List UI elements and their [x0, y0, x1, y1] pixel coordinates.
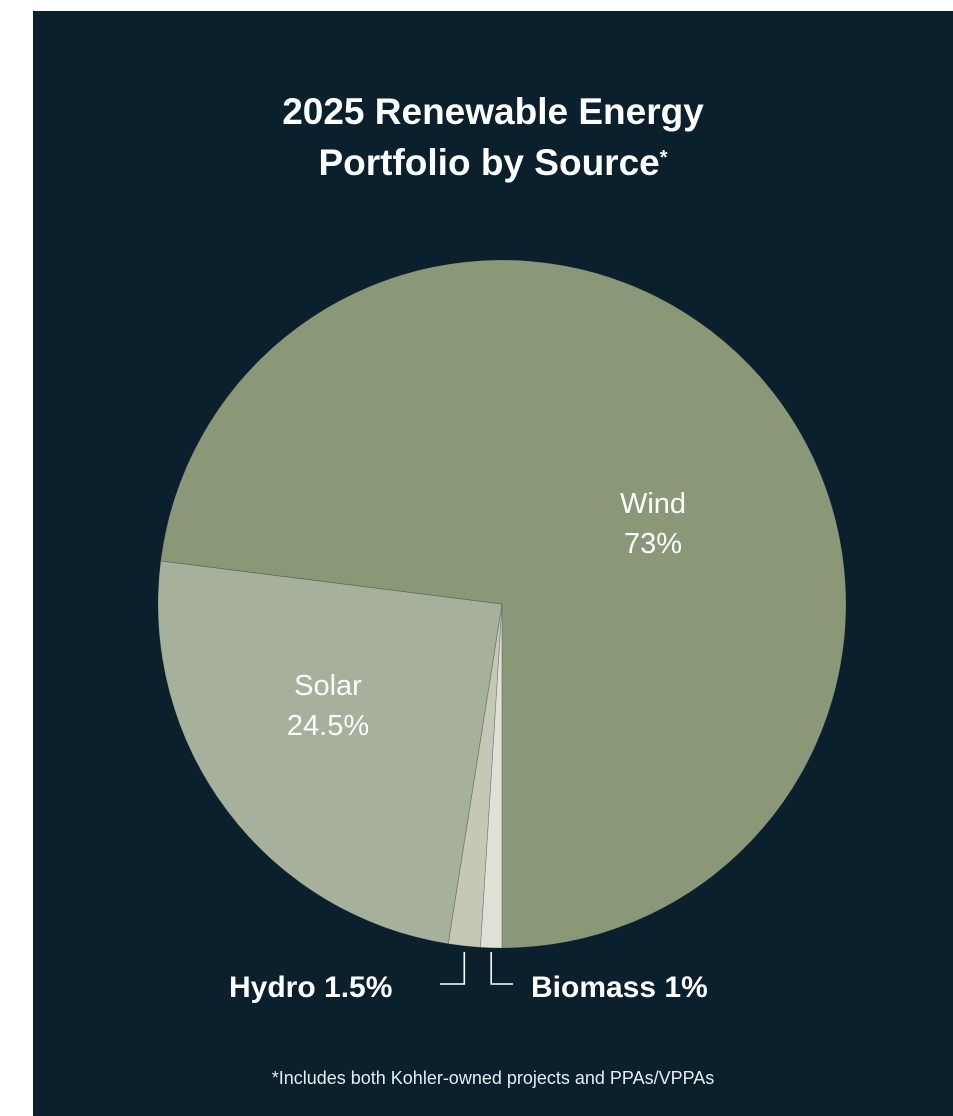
solar-label-value: 24.5%: [286, 710, 370, 742]
chart-title-line-2-text: Portfolio by Source: [318, 142, 660, 183]
wind-label-value: 73%: [623, 528, 683, 560]
pie-slice-solar: [157, 560, 503, 945]
biomass-callout-label: Biomass 1%: [531, 971, 708, 1004]
pie-slice-wind: [160, 259, 847, 949]
solar-slice-label: Solar 24.5%: [228, 666, 428, 746]
hydro-leader-line: [440, 952, 466, 985]
pie-slice-hydro: [447, 603, 503, 948]
hydro-callout-label: Hydro 1.5%: [229, 971, 393, 1004]
chart-footnote: *Includes both Kohler-owned projects and…: [271, 1068, 715, 1088]
solar-label-name: Solar: [294, 670, 362, 702]
chart-title-line-1: 2025 Renewable Energy: [282, 91, 704, 132]
wind-slice-label: Wind 73%: [553, 484, 753, 564]
biomass-leader-line: [490, 952, 513, 985]
chart-title-line-2: Portfolio by Source*: [33, 137, 953, 188]
pie-slice-biomass: [479, 603, 503, 949]
wind-label-name: Wind: [619, 488, 687, 520]
chart-title: 2025 Renewable Energy Portfolio by Sourc…: [33, 86, 953, 188]
title-footnote-mark: *: [659, 147, 668, 169]
